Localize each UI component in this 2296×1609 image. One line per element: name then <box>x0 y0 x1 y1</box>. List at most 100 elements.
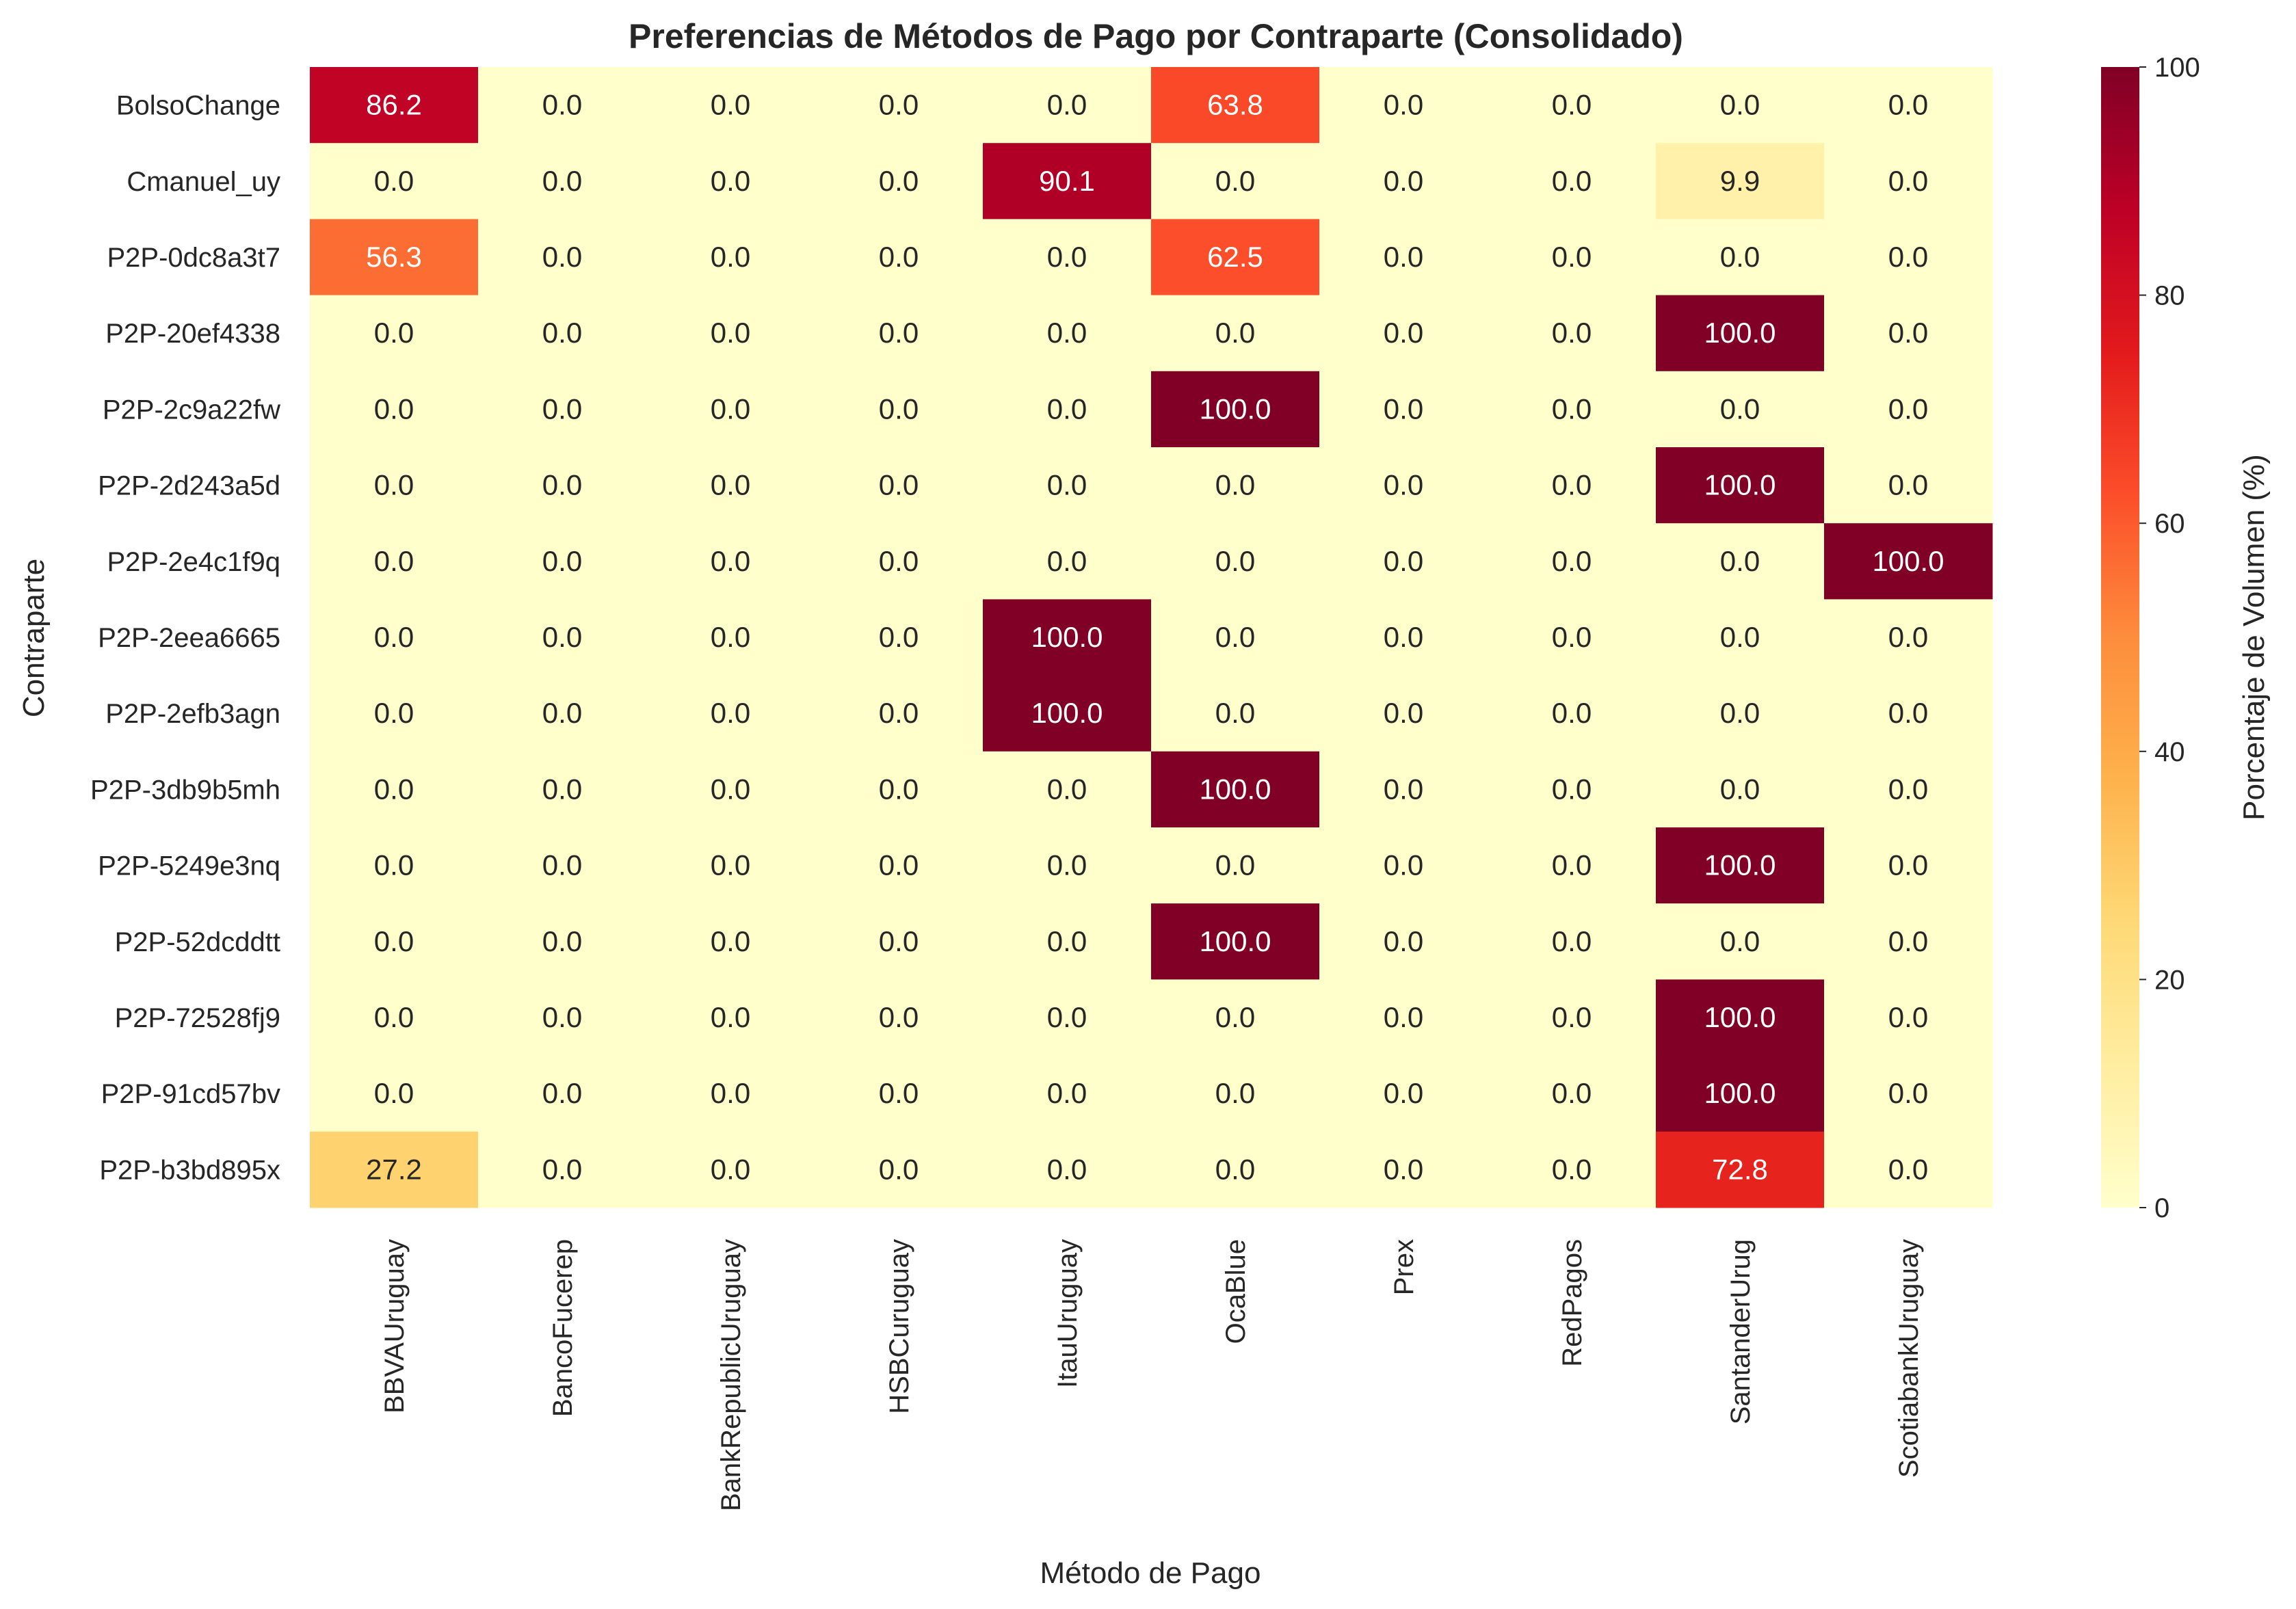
heatmap-cell <box>983 447 1152 524</box>
heatmap-cell <box>1319 599 1488 676</box>
cell-value-label: 0.0 <box>1552 165 1592 197</box>
heatmap-cell <box>646 751 815 828</box>
cell-value-label: 0.0 <box>711 241 750 273</box>
heatmap-cell <box>1656 523 1825 600</box>
heatmap-cell <box>646 1055 815 1132</box>
cell-value-label: 100.0 <box>1704 317 1776 349</box>
colorbar <box>2101 67 2139 1208</box>
cell-value-label: 0.0 <box>374 545 414 577</box>
heatmap-cell <box>478 979 647 1056</box>
heatmap-cell <box>646 675 815 752</box>
cell-value-label: 0.0 <box>879 165 919 197</box>
heatmap-cell <box>646 523 815 600</box>
heatmap-cell <box>646 599 815 676</box>
cell-value-label: 0.0 <box>374 393 414 425</box>
cell-value-label: 0.0 <box>542 925 582 957</box>
y-tick-label: P2P-2c9a22fw <box>103 395 280 425</box>
cell-value-label: 0.0 <box>1384 469 1423 501</box>
cell-value-label: 0.0 <box>1384 925 1423 957</box>
heatmap-cell <box>815 143 984 220</box>
heatmap-cell <box>815 371 984 448</box>
cell-value-label: 0.0 <box>1047 1077 1087 1109</box>
heatmap-cell <box>1488 219 1657 296</box>
heatmap-cell <box>1824 447 1993 524</box>
heatmap-cell <box>310 219 479 296</box>
cell-value-label: 0.0 <box>374 849 414 881</box>
cell-value-label: 0.0 <box>1047 469 1087 501</box>
heatmap-cell <box>983 979 1152 1056</box>
heatmap-cell <box>1151 751 1320 828</box>
heatmap-cell <box>815 523 984 600</box>
heatmap-cell <box>1151 67 1320 144</box>
cell-value-label: 0.0 <box>1215 469 1255 501</box>
cell-value-label: 0.0 <box>879 1001 919 1033</box>
y-tick-label: P2P-b3bd895x <box>99 1155 280 1185</box>
x-tick-label: Prex <box>1389 1239 1419 1295</box>
cell-value-label: 0.0 <box>1720 545 1760 577</box>
cell-value-label: 0.0 <box>1888 849 1928 881</box>
cell-value-label: 0.0 <box>1888 317 1928 349</box>
cell-value-label: 0.0 <box>374 1077 414 1109</box>
heatmap-cell <box>310 447 479 524</box>
heatmap-cell <box>1656 979 1825 1056</box>
cell-value-label: 0.0 <box>1047 1153 1087 1185</box>
cell-value-label: 0.0 <box>1047 849 1087 881</box>
heatmap-cell <box>1656 219 1825 296</box>
heatmap-cell <box>1319 295 1488 372</box>
y-tick-label: P2P-72528fj9 <box>115 1003 280 1033</box>
heatmap-cell <box>815 67 984 144</box>
heatmap-cell <box>478 67 647 144</box>
heatmap-cell <box>310 979 479 1056</box>
y-tick-label: P2P-0dc8a3t7 <box>107 243 280 273</box>
heatmap-cell <box>1151 447 1320 524</box>
colorbar-tick-label: 60 <box>2154 509 2185 539</box>
colorbar-tick-label: 100 <box>2154 53 2200 83</box>
heatmap-cell <box>983 295 1152 372</box>
cell-value-label: 0.0 <box>879 241 919 273</box>
heatmap-cell <box>983 751 1152 828</box>
heatmap-cell <box>983 67 1152 144</box>
cell-value-label: 0.0 <box>879 317 919 349</box>
cell-value-label: 100.0 <box>1199 393 1271 425</box>
heatmap-cell <box>1319 447 1488 524</box>
heatmap-cell <box>1488 979 1657 1056</box>
cell-value-label: 27.2 <box>366 1153 422 1185</box>
cell-value-label: 0.0 <box>1384 89 1423 121</box>
cell-value-label: 100.0 <box>1199 925 1271 957</box>
heatmap-cell <box>815 979 984 1056</box>
colorbar-tick-label: 40 <box>2154 737 2185 767</box>
heatmap-cell <box>1656 295 1825 372</box>
heatmap-cell <box>310 599 479 676</box>
heatmap-cell <box>646 371 815 448</box>
cell-value-label: 0.0 <box>542 773 582 805</box>
heatmap-cell <box>1824 979 1993 1056</box>
heatmap-cell <box>1488 827 1657 904</box>
cell-value-label: 0.0 <box>879 545 919 577</box>
heatmap-cell <box>1488 295 1657 372</box>
cell-value-label: 0.0 <box>711 1077 750 1109</box>
heatmap-cell <box>815 751 984 828</box>
cell-value-label: 0.0 <box>711 393 750 425</box>
cell-value-label: 0.0 <box>711 621 750 653</box>
heatmap-cell <box>310 751 479 828</box>
cell-value-label: 0.0 <box>711 925 750 957</box>
cell-value-label: 0.0 <box>711 469 750 501</box>
heatmap-cell <box>478 371 647 448</box>
cell-value-label: 0.0 <box>1720 773 1760 805</box>
heatmap-cell <box>478 143 647 220</box>
cell-value-label: 90.1 <box>1039 165 1095 197</box>
cell-value-label: 0.0 <box>1552 1077 1592 1109</box>
heatmap-cell <box>815 1055 984 1132</box>
cell-value-label: 0.0 <box>374 165 414 197</box>
heatmap-cell <box>1656 1131 1825 1208</box>
heatmap-cell <box>1488 599 1657 676</box>
heatmap-cell <box>1319 143 1488 220</box>
heatmap-cell <box>983 903 1152 980</box>
y-tick-label: BolsoChange <box>116 91 280 121</box>
cell-value-label: 0.0 <box>879 773 919 805</box>
heatmap-cell <box>1824 67 1993 144</box>
cell-value-label: 0.0 <box>879 849 919 881</box>
x-axis-label: Método de Pago <box>1040 1556 1261 1590</box>
heatmap-cell <box>310 903 479 980</box>
